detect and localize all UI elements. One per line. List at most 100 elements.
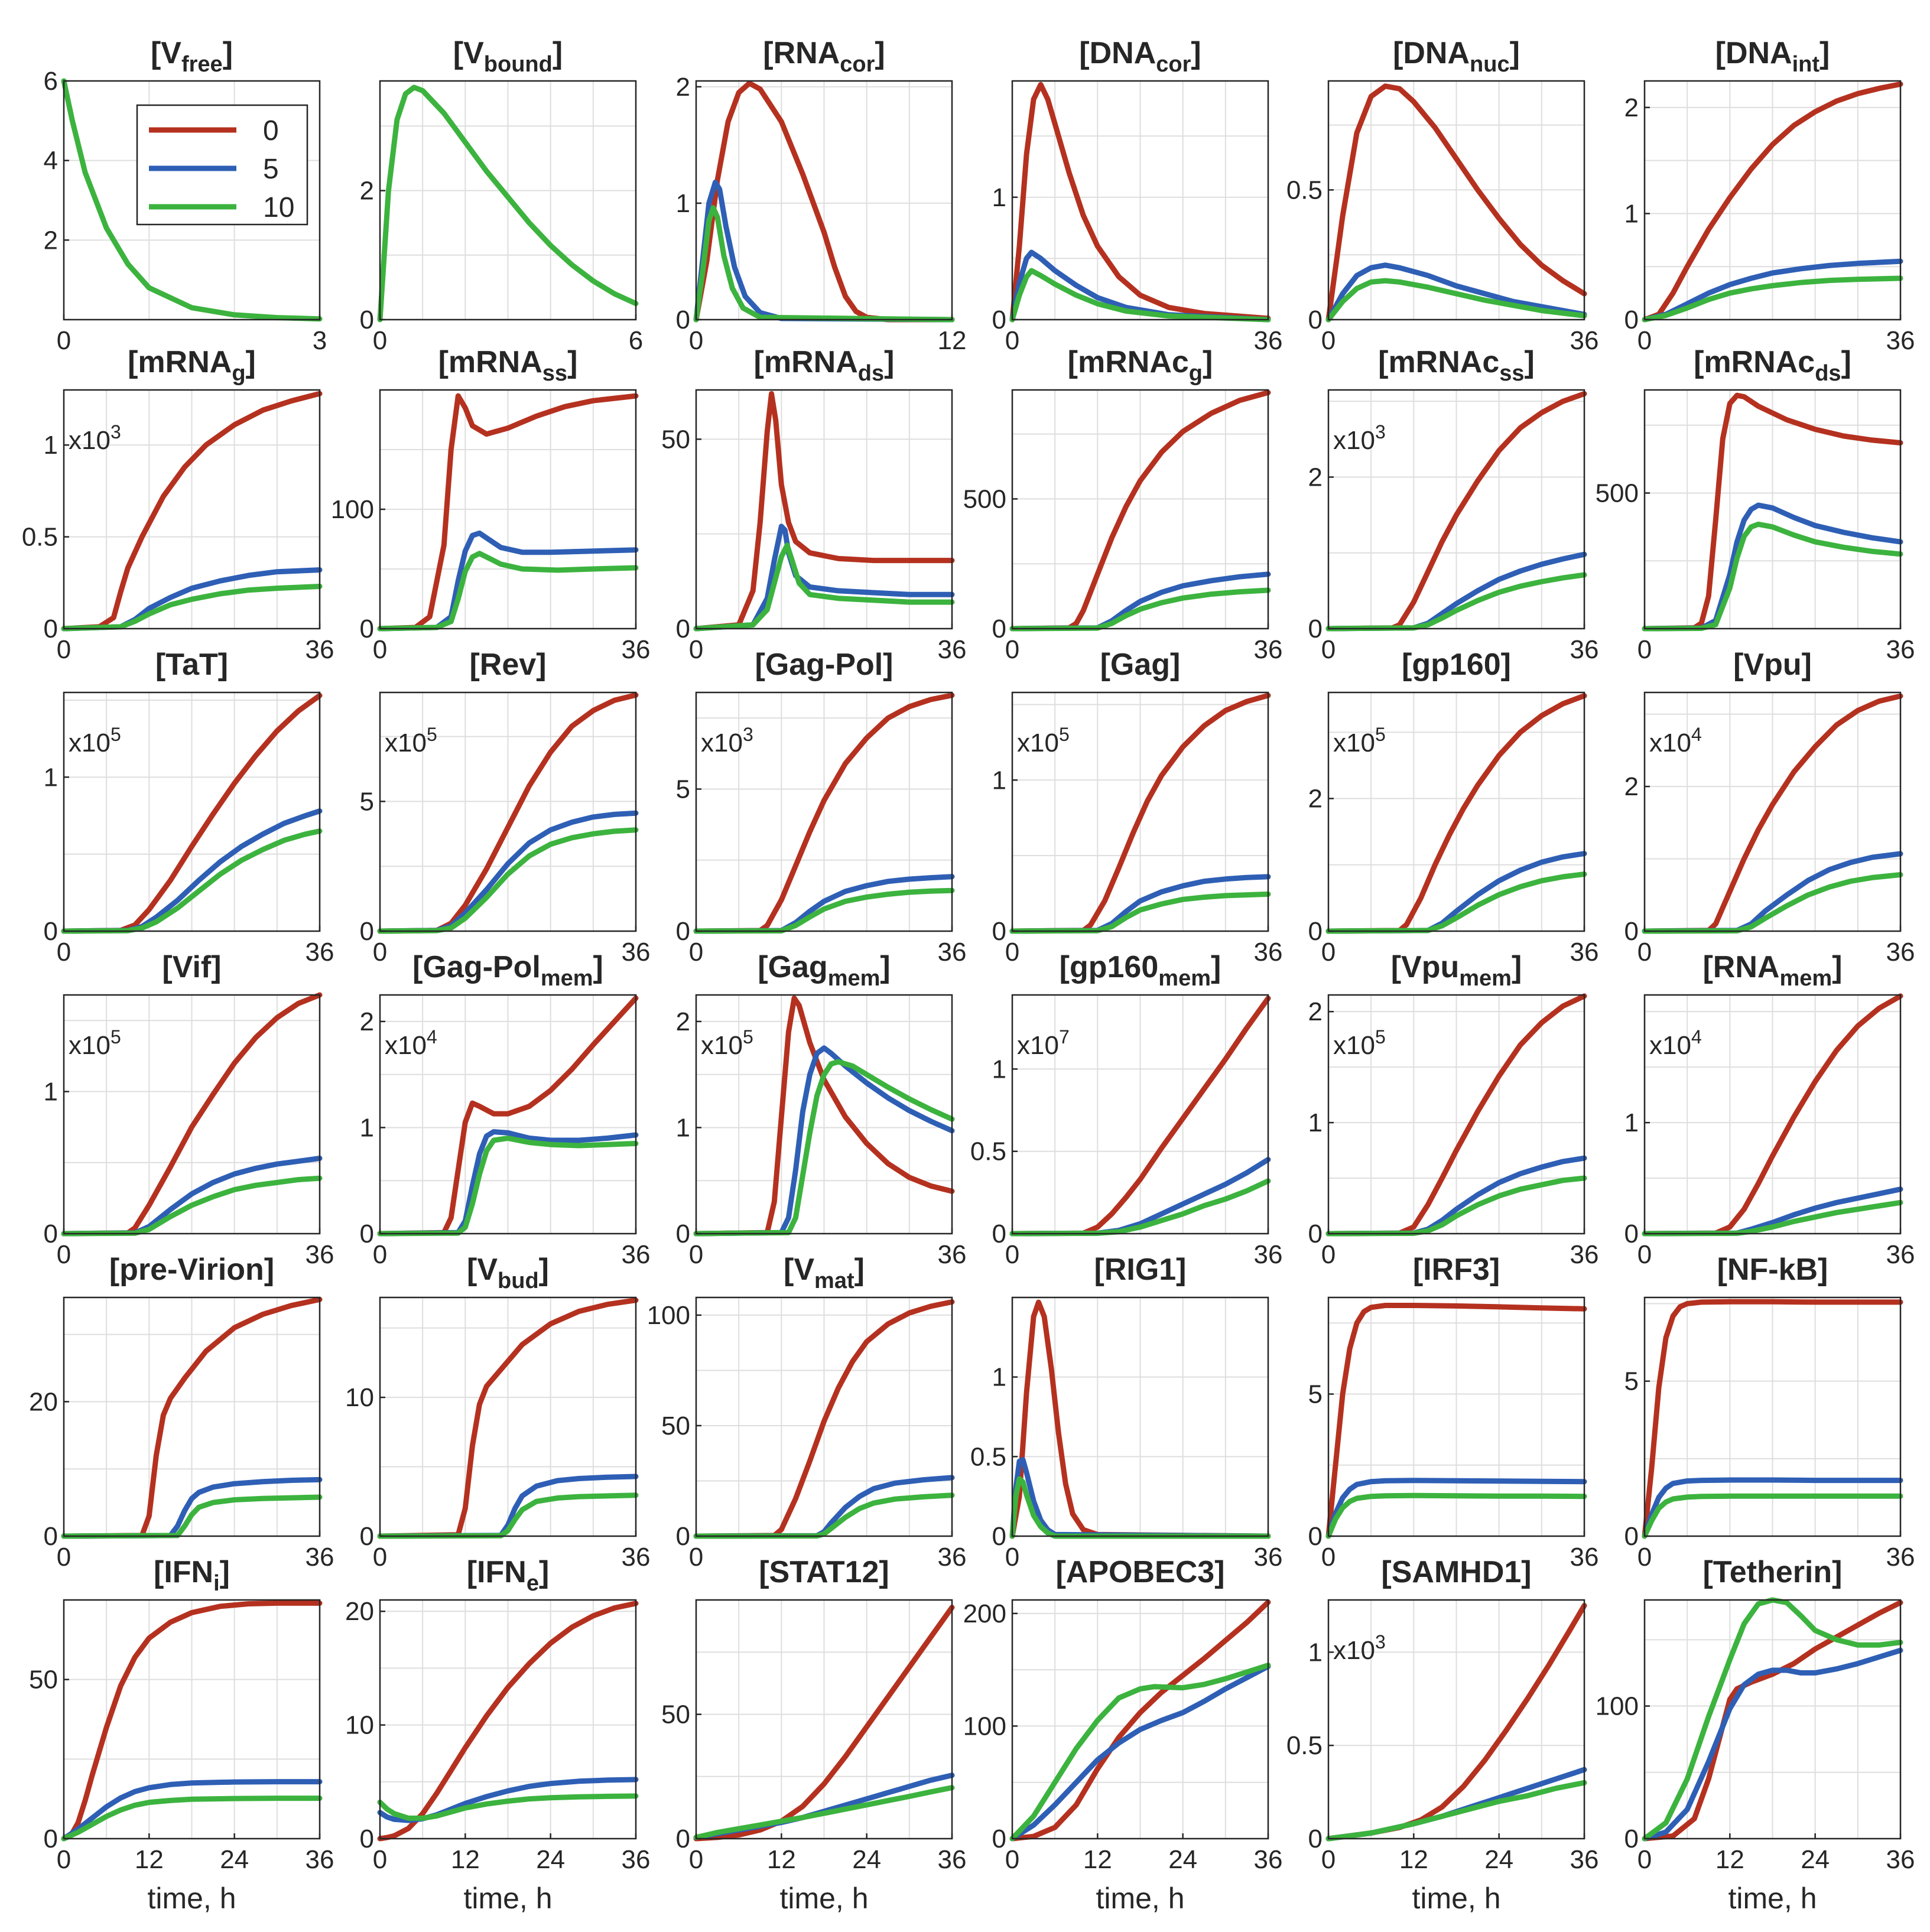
series-line-10 [377,551,639,632]
series-line-5 [1642,258,1903,323]
series-line-0 [1325,1303,1587,1539]
y-tick-label: 0 [44,917,58,946]
axes-frame [63,389,321,630]
axes-frame [1327,80,1585,321]
series-line-10 [61,828,323,934]
subplot-mRNAcss: 0 2 0 36 [mRNAcss] x103 [1308,345,1599,664]
x-tick-label: 0 [57,1845,71,1874]
subplot-Gagmem: 0 1 2 0 36 [Gagmem] x105 [676,950,967,1269]
x-tick-label: 36 [1254,938,1283,967]
series-line-10 [61,1796,323,1842]
y-tick-label: 5 [1308,1380,1323,1409]
x-tick-label: 12 [1715,1845,1744,1874]
y-tick-label: 0 [360,305,374,334]
x-tick-label: 0 [689,326,703,355]
y-tick-label: 5 [1624,1367,1639,1396]
x-tick-label: 36 [1254,1240,1283,1269]
y-tick-label: 0 [676,1824,690,1853]
y-tick-label: 50 [661,1411,690,1440]
x-tick-label: 24 [852,1845,881,1874]
axes-frame [1327,1296,1585,1537]
x-tick-label: 0 [1005,326,1019,355]
axes-frame [1011,994,1269,1235]
series-line-10 [61,1175,323,1237]
y-tick-label: 0 [1624,1824,1639,1853]
y-tick-label: 0.5 [1286,1731,1323,1760]
x-tick-label: 36 [938,1240,967,1269]
axes-frame [695,389,953,630]
x-tick-label: 36 [622,1845,651,1874]
x-tick-label: 0 [689,1845,703,1874]
x-tick-label: 0 [57,1240,71,1269]
x-tick-label: 0 [57,938,71,967]
y-tick-label: 0 [1624,1522,1639,1551]
subplot-title: [Tetherin] [1703,1555,1843,1589]
x-tick-label: 24 [220,1845,249,1874]
subplot-mRNAg: 0 0.5 1 0 36 [mRNAg] x103 [22,345,334,664]
series-line-0 [693,995,955,1237]
subplot-title: [RIG1] [1094,1253,1187,1287]
x-tick-label: 0 [57,1543,71,1572]
x-tick-label: 36 [1886,1240,1915,1269]
scale-factor-label: x105 [1333,724,1386,757]
x-axis-label: time, h [147,1882,236,1915]
subplot-mRNAcg: 0 500 0 36 [mRNAcg] [963,345,1283,664]
subplot-IRF3: 0 5 0 36 [IRF3] [1308,1253,1599,1572]
subplot-title: [mRNAcss] [1378,345,1535,386]
subplot-title: [SAMHD1] [1381,1555,1531,1589]
y-tick-label: 20 [29,1387,58,1416]
x-tick-label: 36 [622,1240,651,1269]
series-line-10 [1325,572,1587,632]
series-line-0 [1325,391,1587,632]
subplot-DNAcor: 0 1 0 36 [DNAcor] [992,36,1283,355]
series-line-0 [1642,81,1903,323]
axes-frame [1327,1599,1585,1840]
y-tick-label: 100 [647,1301,690,1330]
y-tick-label: 100 [1596,1692,1639,1721]
series-line-0 [1009,692,1271,934]
x-tick-label: 0 [373,635,387,664]
scale-factor-label: x105 [69,724,121,757]
series-line-10 [377,827,639,934]
series-line-10 [1325,871,1587,934]
x-tick-label: 36 [1886,326,1915,355]
series-line-0 [61,692,323,934]
y-tick-label: 0 [1308,305,1323,334]
series-line-10 [1642,521,1903,632]
x-tick-label: 36 [1254,1845,1283,1874]
subplot-Vpumem: 0 1 2 0 36 [Vpumem] x105 [1308,950,1599,1269]
axes-frame [63,1599,321,1840]
series-line-5 [1009,1663,1271,1842]
y-tick-label: 1 [1624,199,1639,228]
subplot-title: [gp160mem] [1060,950,1221,991]
x-tick-label: 0 [689,938,703,967]
y-tick-label: 0 [1308,614,1323,643]
y-tick-label: 0 [992,614,1006,643]
subplot-title: [APOBEC3] [1055,1555,1224,1589]
axes-frame [695,691,953,932]
x-tick-label: 36 [1570,1845,1599,1874]
axes-frame [1643,1599,1902,1840]
subplot-preVirion: 0 20 0 36 [pre-Virion] [29,1253,334,1572]
y-tick-label: 2 [1308,463,1323,492]
subplot-title: [mRNAg] [128,345,256,386]
axes-frame [695,994,953,1235]
series-line-10 [377,84,639,323]
legend-label-10: 10 [263,192,294,223]
series-line-10 [61,78,323,322]
series-line-0 [1009,996,1271,1237]
y-tick-label: 1 [1624,1108,1639,1137]
axes-frame [1011,80,1269,321]
subplot-RNAmem: 0 1 0 36 [RNAmem] x104 [1624,950,1915,1269]
y-tick-label: 6 [44,67,58,96]
scale-factor-label: x105 [385,724,437,757]
series-line-0 [1009,82,1271,323]
x-tick-label: 12 [1399,1845,1428,1874]
subplot-title: [Vbud] [467,1253,549,1293]
y-tick-label: 0 [992,1824,1006,1853]
y-tick-label: 1 [676,1113,690,1142]
axes-frame [695,80,953,321]
subplot-Vpu: 0 2 0 36 [Vpu] x104 [1624,648,1915,967]
x-tick-label: 0 [1637,1845,1652,1874]
